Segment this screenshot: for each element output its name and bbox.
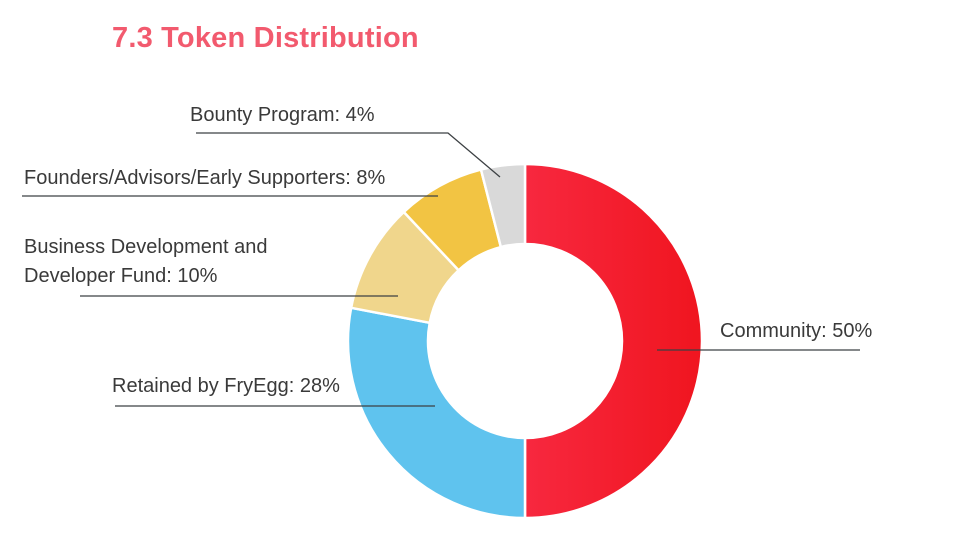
slices xyxy=(346,162,704,520)
leader-line-bounty-program xyxy=(196,132,501,178)
leader-lines xyxy=(22,132,860,407)
chart-title: 7.3 Token Distribution xyxy=(112,22,419,54)
label-business-development-and-developer-fund-line-1: Business Development and xyxy=(24,236,267,258)
label-founders-advisors-early-supporters: Founders/Advisors/Early Supporters: 8% xyxy=(24,167,385,189)
label-community: Community: 50% xyxy=(720,320,872,342)
label-bounty-program: Bounty Program: 4% xyxy=(190,104,375,126)
slice-community xyxy=(523,162,704,520)
slice-retained-by-fryegg xyxy=(346,306,527,520)
slice-bounty-program xyxy=(479,162,527,249)
label-business-development-and-developer-fund-line-2: Developer Fund: 10% xyxy=(24,265,218,287)
slice-labels: Community: 50% Retained by FryEgg: 28% Bus… xyxy=(24,104,872,397)
label-retained-by-fryegg: Retained by FryEgg: 28% xyxy=(112,375,340,397)
